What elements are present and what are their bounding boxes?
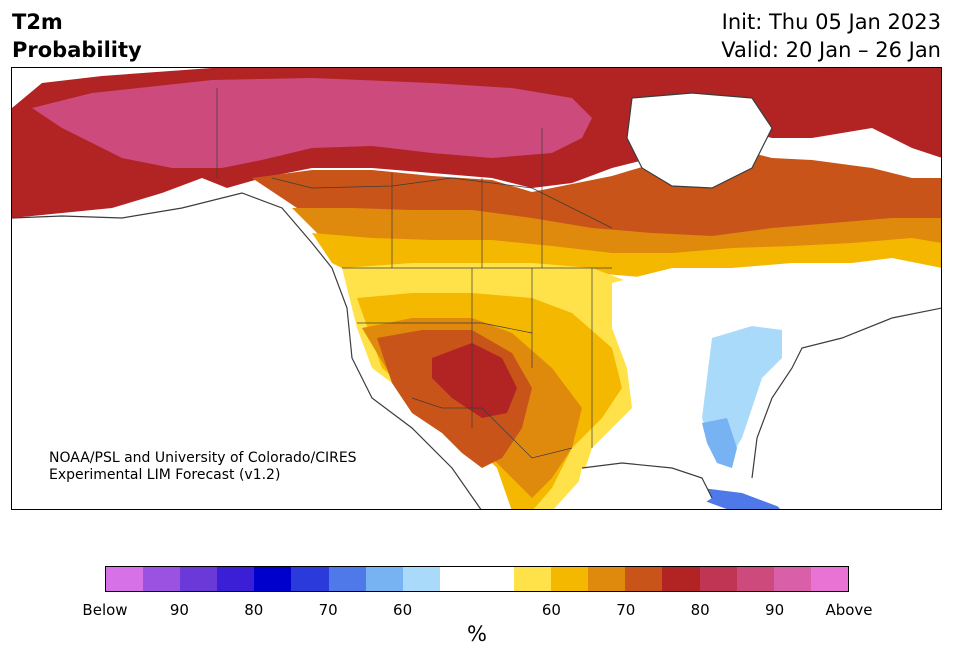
field-label: Probability xyxy=(12,38,142,62)
colorbar-tick-label: 80 xyxy=(244,601,264,619)
coastlines xyxy=(12,92,941,509)
credit-line-2: Experimental LIM Forecast (v1.2) xyxy=(49,467,281,483)
colorbar-swatch xyxy=(662,567,700,591)
colorbar-swatch xyxy=(143,567,181,591)
colorbar-tick-label: 90 xyxy=(765,601,785,619)
colorbar-swatch xyxy=(254,567,292,591)
region-above-labrador xyxy=(772,68,941,158)
colorbar-swatch xyxy=(514,567,552,591)
colorbar-swatch xyxy=(588,567,626,591)
colorbar-tick-label: 70 xyxy=(616,601,636,619)
colorbar-swatch xyxy=(551,567,589,591)
valid-range: Valid: 20 Jan – 26 Jan xyxy=(721,38,941,62)
credit-line-1: NOAA/PSL and University of Colorado/CIRE… xyxy=(49,450,357,466)
colorbar-unit: % xyxy=(467,622,487,646)
region-cuba-blue xyxy=(702,488,782,509)
colorbar-swatch xyxy=(180,567,218,591)
colorbar-swatch xyxy=(106,567,144,591)
colorbar-tick-label: 60 xyxy=(541,601,561,619)
map-panel xyxy=(11,67,942,510)
hudson-bay xyxy=(627,93,772,188)
colorbar-swatch xyxy=(625,567,663,591)
init-date: Init: Thu 05 Jan 2023 xyxy=(721,10,941,34)
gulf-of-mexico xyxy=(572,463,712,509)
colorbar-tick-label: 60 xyxy=(393,601,413,619)
region-east-neutral xyxy=(612,258,941,468)
political-borders xyxy=(216,88,613,459)
pacific-ocean xyxy=(12,193,481,509)
colorbar-tick-label: 80 xyxy=(690,601,710,619)
colorbar-tick-label: 70 xyxy=(318,601,338,619)
colorbar-swatch xyxy=(810,567,848,591)
colorbar-tick-label: 90 xyxy=(169,601,189,619)
region-florida-blue xyxy=(702,418,737,468)
probability-colorbar xyxy=(105,566,849,592)
region-orange-band xyxy=(252,148,941,248)
colorbar-swatch xyxy=(439,567,477,591)
variable-label: T2m xyxy=(12,10,63,34)
region-above-canada-core xyxy=(32,78,592,168)
colorbar-swatch xyxy=(773,567,811,591)
region-southwest-red xyxy=(432,343,517,418)
colorbar-tick-label: Above xyxy=(825,601,873,619)
colorbar-swatch xyxy=(291,567,329,591)
map-title: T2m Probability xyxy=(12,8,142,64)
colorbar-swatch xyxy=(699,567,737,591)
colorbar-swatch xyxy=(328,567,366,591)
forecast-dates: Init: Thu 05 Jan 2023 Valid: 20 Jan – 26… xyxy=(721,8,941,64)
colorbar-swatch xyxy=(365,567,403,591)
atlantic-ocean xyxy=(752,308,941,509)
credit-text: NOAA/PSL and University of Colorado/CIRE… xyxy=(49,450,357,484)
colorbar-swatch xyxy=(476,567,515,591)
colorbar-swatch xyxy=(217,567,255,591)
colorbar-swatch xyxy=(402,567,440,591)
colorbar-tick-label: Below xyxy=(82,601,128,619)
colorbar-swatch xyxy=(736,567,774,591)
probability-map xyxy=(12,68,941,509)
